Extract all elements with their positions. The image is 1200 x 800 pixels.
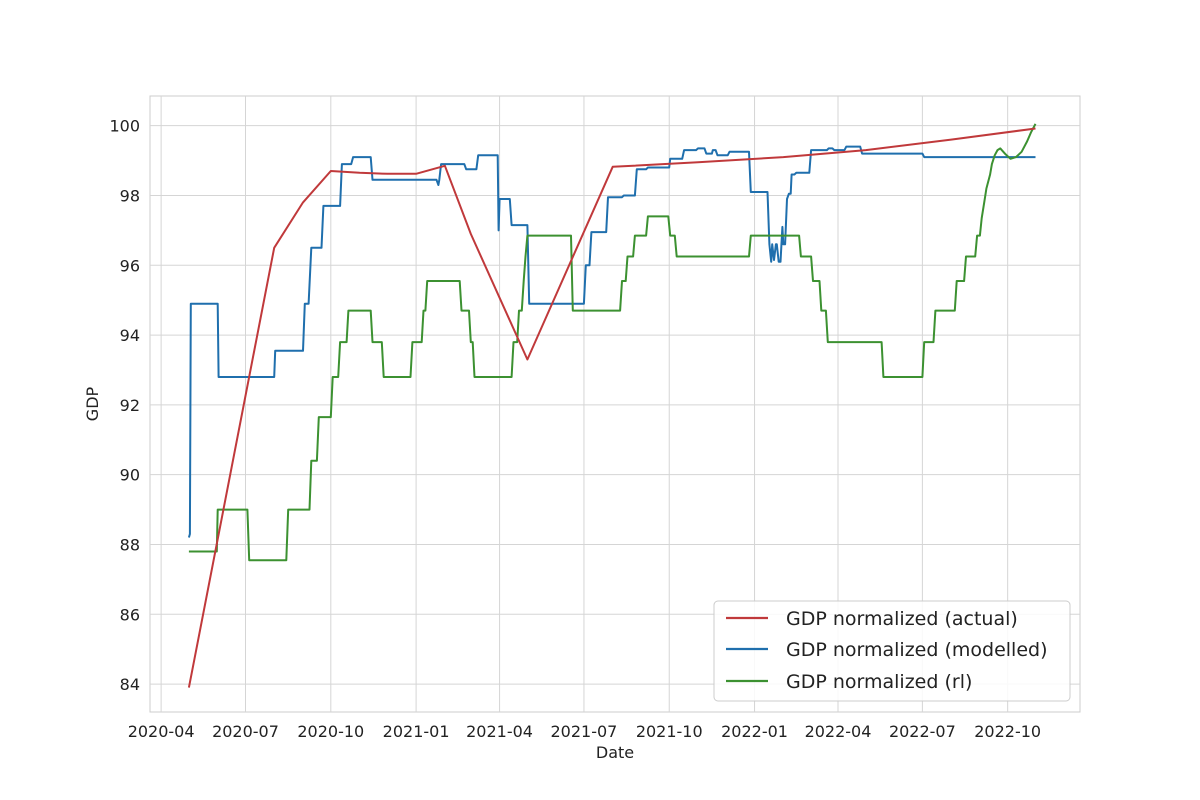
x-tick-label: 2020-07 <box>212 722 279 741</box>
y-tick-label: 92 <box>120 396 140 415</box>
x-tick-label: 2021-04 <box>466 722 533 741</box>
series-lines <box>187 123 1037 688</box>
x-tick-label: 2021-07 <box>551 722 618 741</box>
x-tick-label: 2021-01 <box>383 722 450 741</box>
series-line-rl <box>188 123 1037 562</box>
grid-lines <box>150 96 1080 712</box>
y-tick-label: 84 <box>120 675 140 694</box>
y-tick-label: 98 <box>120 186 140 205</box>
series-line-actual <box>187 127 1036 688</box>
x-tick-label: 2020-10 <box>297 722 364 741</box>
legend-box <box>713 600 1071 702</box>
y-tick-label: 96 <box>120 256 140 275</box>
series-line-modelled <box>187 145 1036 538</box>
y-tick-label: 88 <box>120 535 140 554</box>
legend-label-actual: GDP normalized (actual) <box>786 608 1018 630</box>
y-tick-label: 100 <box>109 117 140 136</box>
x-tick-label: 2022-07 <box>889 722 956 741</box>
legend: GDP normalized (actual) GDP normalized (… <box>713 600 1071 702</box>
legend-label-modelled: GDP normalized (modelled) <box>786 639 1047 661</box>
legend-label-rl: GDP normalized (rl) <box>786 671 972 693</box>
x-tick-label: 2021-10 <box>636 722 703 741</box>
y-tick-labels: 84 86 88 90 92 94 96 98 100 <box>109 117 140 694</box>
x-axis-title: Date <box>596 743 634 762</box>
x-tick-label: 2022-10 <box>974 722 1041 741</box>
y-tick-label: 90 <box>120 466 140 485</box>
y-tick-label: 86 <box>120 605 140 624</box>
x-tick-labels: 2020-04 2020-07 2020-10 2021-01 2021-04 2021-… <box>128 722 1041 741</box>
y-tick-label: 94 <box>120 326 140 345</box>
x-tick-label: 2020-04 <box>128 722 195 741</box>
y-axis-title: GDP <box>83 386 102 421</box>
x-tick-label: 2022-04 <box>805 722 872 741</box>
x-tick-label: 2022-01 <box>721 722 788 741</box>
